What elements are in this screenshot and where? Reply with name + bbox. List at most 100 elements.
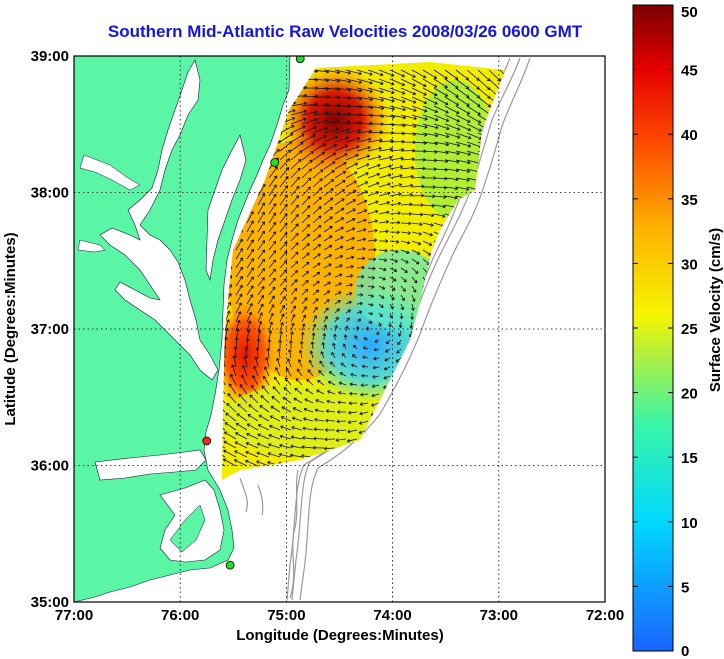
velocity-arrow — [279, 434, 292, 440]
velocity-arrow — [323, 119, 340, 125]
velocity-arrow — [246, 258, 255, 269]
velocity-arrow — [257, 249, 266, 260]
velocity-arrow — [345, 217, 356, 224]
velocity-arrow — [256, 460, 270, 467]
velocity-arrow — [334, 120, 351, 125]
velocity-arrow — [422, 87, 438, 97]
velocity-arrow — [235, 422, 248, 431]
velocity-arrow — [378, 248, 388, 253]
velocity-arrow — [264, 366, 270, 377]
velocity-arrow — [345, 300, 352, 305]
velocity-arrow — [256, 338, 261, 350]
velocity-arrow — [378, 267, 387, 272]
velocity-arrow — [312, 110, 330, 116]
colorbar-tick-label: 45 — [681, 63, 698, 80]
velocity-arrow — [409, 321, 414, 329]
velocity-arrow — [433, 132, 450, 139]
x-tick: 77:00 — [55, 607, 93, 624]
velocity-arrow — [290, 242, 299, 251]
velocity-arrow — [411, 105, 428, 113]
velocity-arrow — [222, 421, 226, 431]
velocity-arrow — [279, 176, 289, 188]
velocity-arrow — [301, 151, 314, 161]
velocity-arrow — [268, 175, 278, 188]
velocity-arrow — [499, 69, 505, 82]
velocity-arrow — [257, 312, 263, 323]
velocity-arrow — [444, 141, 461, 147]
tributary-1 — [79, 154, 141, 191]
velocity-arrow — [235, 248, 243, 260]
velocity-arrow — [345, 171, 358, 179]
velocity-arrow — [273, 376, 281, 386]
velocity-arrow — [312, 315, 317, 323]
velocity-arrow — [257, 221, 265, 233]
velocity-arrow — [433, 96, 449, 106]
velocity-arrow — [224, 319, 230, 332]
velocity-arrow — [334, 245, 344, 251]
velocity-arrow — [279, 167, 290, 179]
velocity-arrow — [326, 399, 336, 404]
velocity-arrow — [396, 348, 402, 354]
velocity-arrow — [411, 96, 428, 105]
velocity-arrow — [301, 168, 313, 179]
velocity-arrow — [263, 375, 270, 386]
velocity-arrow — [411, 212, 424, 217]
velocity-arrow — [254, 356, 259, 368]
velocity-arrow — [235, 432, 248, 440]
velocity-arrow — [268, 184, 277, 197]
velocity-arrow — [313, 427, 325, 432]
velocity-arrow — [367, 266, 376, 271]
velocity-arrow — [334, 179, 346, 188]
barrier-land — [169, 504, 206, 553]
velocity-arrow — [455, 186, 470, 191]
velocity-arrow — [268, 203, 277, 215]
velocity-arrow — [422, 105, 439, 114]
y-tick: 39:00 — [31, 48, 69, 65]
velocity-arrow — [422, 114, 439, 122]
velocity-arrow — [323, 170, 335, 179]
velocity-arrow — [334, 161, 347, 170]
velocity-arrow — [222, 392, 226, 404]
velocity-arrow — [367, 155, 382, 161]
velocity-arrow — [334, 236, 344, 242]
velocity-arrow — [466, 123, 482, 132]
velocity-arrow — [389, 69, 405, 78]
velocity-arrow — [301, 233, 310, 242]
velocity-arrow — [312, 178, 323, 188]
grid-lines — [74, 56, 605, 602]
velocity-arrow — [400, 267, 408, 273]
velocity-arrow — [345, 236, 355, 242]
velocity-arrow — [290, 260, 299, 269]
velocity-arrow — [245, 337, 250, 350]
velocity-arrow — [356, 256, 366, 261]
velocity-arrow — [332, 342, 336, 350]
velocity-arrow — [257, 202, 265, 215]
velocity-arrow — [279, 443, 292, 449]
velocity-arrow — [272, 386, 281, 395]
velocity-arrow — [389, 165, 404, 170]
velocity-arrow — [235, 293, 243, 305]
velocity-arrow — [383, 366, 391, 371]
velocity-arrow — [455, 177, 470, 182]
velocity-arrow — [301, 186, 311, 197]
velocity-arrow — [444, 132, 461, 139]
velocity-arrow — [323, 197, 334, 206]
velocity-arrow — [279, 287, 287, 296]
velocity-arrow — [334, 254, 344, 260]
velocity-arrow — [400, 258, 409, 264]
velocity-arrow — [241, 374, 248, 386]
velocity-arrow — [289, 340, 293, 350]
velocity-arrow — [312, 135, 327, 143]
velocity-arrow — [268, 434, 281, 440]
velocity-arrow — [455, 150, 471, 156]
velocity-arrow — [400, 240, 411, 245]
velocity-arrow — [328, 371, 336, 377]
velocity-arrow — [290, 279, 298, 287]
velocity-arrow — [290, 185, 300, 197]
velocity-arrow — [235, 238, 243, 251]
velocity-arrow — [257, 294, 264, 305]
velocity-arrow — [246, 432, 259, 440]
velocity-arrow — [334, 282, 342, 287]
velocity-arrow — [356, 69, 373, 76]
